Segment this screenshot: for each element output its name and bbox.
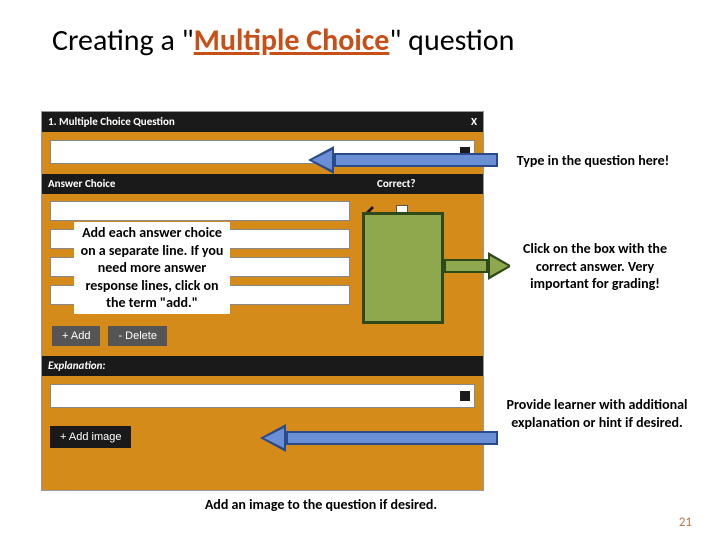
panel-header: 1. Multiple Choice Question X (42, 112, 483, 132)
callout-answers: Add each answer choice on a separate lin… (74, 222, 230, 314)
title-emph: Multiple Choice (194, 22, 390, 59)
page-number: 21 (679, 515, 692, 530)
title-pre: Creating a " (52, 22, 194, 59)
explanation-header: Explanation: (42, 356, 483, 376)
callout-explanation: Provide learner with additional explanat… (502, 396, 692, 431)
callout-correct: Click on the box with the correct answer… (510, 240, 680, 293)
answer-choice-label: Answer Choice (48, 177, 115, 190)
close-icon[interactable]: X (471, 115, 477, 128)
arrow-question (308, 148, 498, 172)
callout-answers-text: Add each answer choice on a separate lin… (74, 222, 230, 314)
title-post: " question (389, 22, 514, 59)
correct-highlight-box (362, 212, 444, 324)
resize-handle-icon[interactable] (460, 391, 470, 401)
correct-label: Correct? (377, 177, 415, 190)
delete-answer-button[interactable]: - Delete (108, 326, 167, 346)
arrow-explanation (260, 426, 498, 450)
answer-header: Answer Choice Correct? (42, 174, 483, 194)
add-answer-button[interactable]: + Add (52, 326, 100, 346)
callout-question: Type in the question here! (498, 152, 688, 170)
add-image-button[interactable]: + Add image (50, 426, 131, 448)
callout-image: Add an image to the question if desired. (176, 496, 466, 514)
arrow-correct (444, 254, 512, 278)
answer-input[interactable] (50, 201, 350, 221)
explanation-input[interactable] (50, 384, 475, 408)
panel-header-label: 1. Multiple Choice Question (48, 115, 175, 128)
slide-title: Creating a "Multiple Choice" question (0, 0, 720, 59)
answer-buttons: + Add - Delete (42, 322, 483, 356)
